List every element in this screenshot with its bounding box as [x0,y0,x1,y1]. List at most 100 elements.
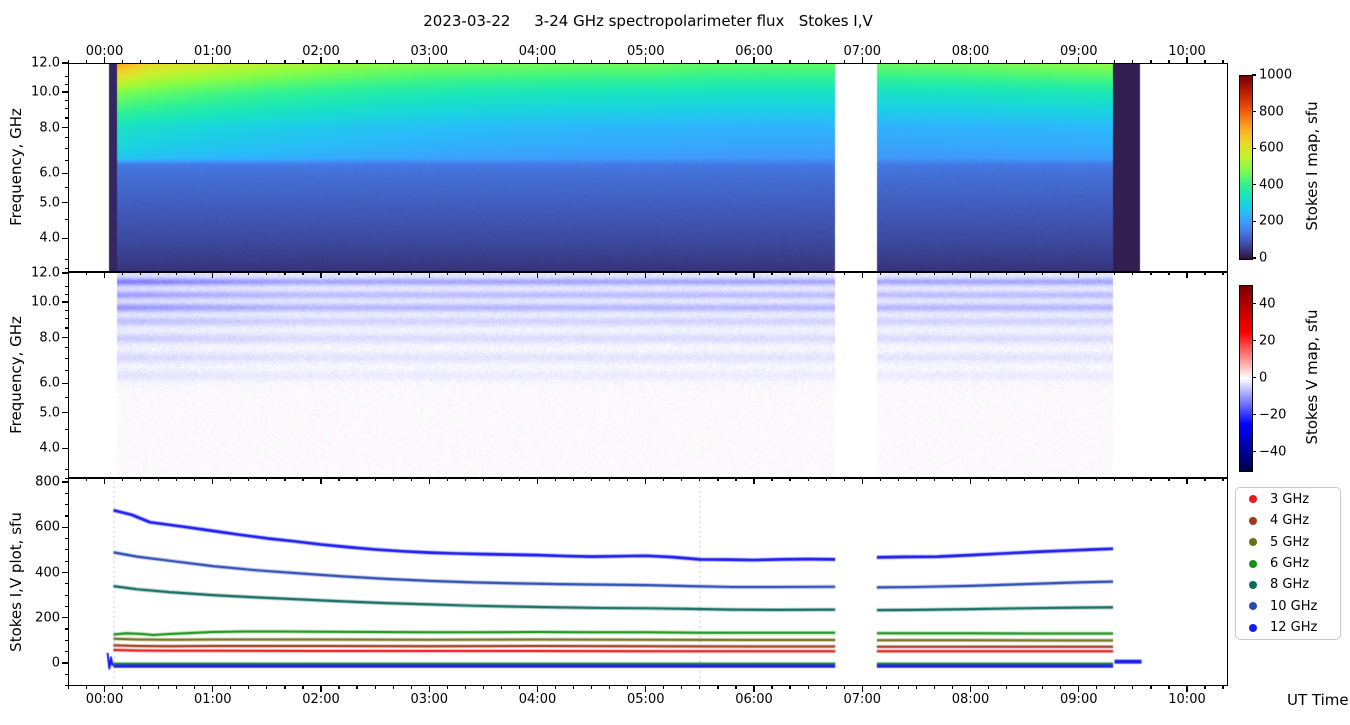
axis-tick [915,686,917,690]
axis-tick [85,477,88,481]
axis-tick [64,492,68,494]
freq-tick-label: 12.0 [31,55,60,71]
legend: 3 GHz 4 GHz 5 GHz 6 GHz 8 GHz 10 GHz 12 GHz [1235,487,1341,640]
axis-tick [1042,59,1044,63]
x-tick-label-bottom: 05:00 [627,692,665,707]
x-tick-label-top: 04:00 [518,44,557,59]
axis-tick [482,59,484,63]
axis-tick [879,59,881,63]
axis-tick [699,271,701,275]
axis-tick [103,477,106,484]
axis-tick [572,477,575,481]
axis-tick [266,271,268,275]
axis-tick [753,57,755,63]
legend-item: 12 GHz [1236,618,1340,638]
axis-tick [64,549,68,551]
axis-tick [212,686,214,692]
axis-tick [609,477,611,481]
x-tick-label-top: 00:00 [85,44,124,59]
axis-tick [789,59,791,63]
axis-tick [62,127,68,129]
legend-marker-icon [1249,580,1257,589]
cb-v-tick-label: −20 [1259,407,1287,422]
flux-tick-label: 200 [35,610,60,626]
axis-tick [139,686,142,690]
axis-tick [67,271,69,275]
axis-tick [64,218,68,220]
axis-tick [753,271,755,278]
x-tick-label-bottom: 03:00 [410,692,448,707]
axis-tick [807,271,809,275]
axis-tick [62,617,68,619]
axis-tick [392,59,394,63]
axis-tick [1114,686,1116,690]
axis-tick [62,447,68,449]
axis-tick [410,686,412,690]
axis-tick [663,477,665,481]
axis-tick [338,686,340,690]
axis-tick [951,686,954,690]
legend-marker-icon [1249,602,1257,611]
axis-tick [1132,686,1134,690]
axis-tick [663,59,665,63]
axis-tick [1222,271,1224,275]
axis-tick [1060,59,1062,63]
legend-label: 10 GHz [1270,598,1318,614]
axis-tick [121,686,124,690]
axis-tick [64,396,68,398]
axis-tick [825,59,827,63]
axis-tick [1168,59,1170,63]
axis-tick [969,686,972,692]
axis-tick [62,411,68,414]
axis-tick [464,477,466,481]
axis-tick [212,57,214,63]
axis-tick [320,271,322,278]
axis-tick [609,686,611,690]
axis-tick [771,59,773,63]
x-axis-label: UT Time [1287,691,1349,709]
axis-tick [1096,271,1098,275]
axis-tick [64,286,68,288]
axis-tick [62,301,68,303]
axis-tick [446,271,448,275]
stokes-i-colorbar-label: Stokes I map, sfu [1303,101,1321,231]
axis-tick [645,57,647,63]
stokes-v-map-canvas [68,273,1228,478]
axis-tick [1114,59,1116,63]
x-tick-label-top: 09:00 [1060,44,1098,59]
axis-tick [1150,686,1152,690]
x-tick-label-top: 10:00 [1168,44,1206,59]
axis-tick [446,59,448,63]
axis-tick [1114,477,1116,481]
axis-tick [897,686,899,690]
axis-tick [879,686,881,690]
axis-tick [121,271,124,275]
axis-tick [428,686,430,692]
axis-tick [951,271,954,275]
axis-tick [987,271,990,275]
axis-tick [1132,271,1134,275]
legend-marker-icon [1249,516,1257,525]
x-tick-label-bottom: 10:00 [1168,692,1206,707]
axis-tick [67,477,69,481]
axis-tick [1024,59,1026,63]
axis-tick [1005,686,1008,690]
freq-tick-label: 6.0 [39,165,60,181]
axis-tick [338,59,340,63]
axis-tick [1060,686,1062,690]
axis-tick [158,686,160,690]
axis-tick [861,477,863,484]
axis-tick [1132,59,1134,63]
axis-tick [933,271,935,275]
axis-tick [609,271,611,275]
stokes-i-map-canvas [68,63,1228,272]
axis-tick [1168,686,1170,690]
axis-tick [64,148,68,150]
axis-tick [64,76,68,78]
legend-marker-icon [1249,623,1257,632]
freq-tick-label: 8.0 [39,330,60,346]
axis-tick [969,271,972,278]
freq-tick-label: 5.0 [39,405,60,421]
axis-tick [62,201,68,204]
x-tick-label-top: 08:00 [951,44,990,59]
